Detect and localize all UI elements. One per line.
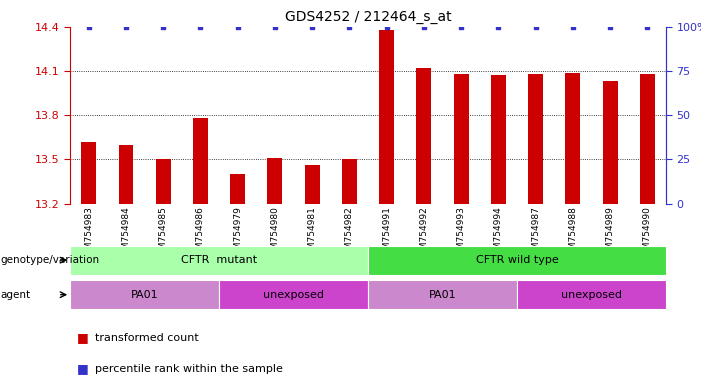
Bar (70, 246, 368, 275)
Text: CFTR wild type: CFTR wild type (475, 255, 559, 265)
Point (530, 24, 541, 30)
Point (641, 24, 653, 30)
Text: ■: ■ (77, 331, 89, 344)
Point (604, 24, 615, 30)
Bar (416, 68, 431, 204)
Bar (379, 30, 394, 204)
Point (83, 24, 95, 30)
Text: percentile rank within the sample: percentile rank within the sample (95, 364, 283, 374)
Point (158, 24, 169, 30)
Bar (268, 158, 283, 204)
Bar (305, 165, 320, 204)
Point (493, 24, 504, 30)
Point (232, 24, 243, 30)
Bar (517, 280, 666, 309)
Text: agent: agent (1, 290, 31, 300)
Bar (342, 159, 357, 204)
Bar (566, 73, 580, 204)
Text: PA01: PA01 (131, 290, 158, 300)
Point (121, 24, 132, 30)
Bar (70, 280, 219, 309)
Text: genotype/variation: genotype/variation (1, 255, 100, 265)
Bar (528, 74, 543, 204)
Title: GDS4252 / 212464_s_at: GDS4252 / 212464_s_at (285, 10, 451, 25)
Point (195, 24, 206, 30)
Bar (368, 246, 666, 275)
Bar (454, 74, 468, 204)
Text: unexposed: unexposed (263, 290, 324, 300)
Text: CFTR  mutant: CFTR mutant (181, 255, 257, 265)
Bar (368, 280, 517, 309)
Bar (156, 159, 170, 204)
Point (418, 24, 430, 30)
Bar (491, 76, 506, 204)
Point (343, 24, 355, 30)
Point (567, 24, 578, 30)
Bar (219, 280, 368, 309)
Point (269, 24, 280, 30)
Text: ■: ■ (77, 362, 89, 375)
Bar (193, 118, 208, 204)
Point (306, 24, 318, 30)
Text: unexposed: unexposed (561, 290, 622, 300)
Bar (118, 145, 133, 204)
Text: transformed count: transformed count (95, 333, 198, 343)
Bar (230, 174, 245, 204)
Bar (81, 142, 96, 204)
Text: PA01: PA01 (429, 290, 456, 300)
Bar (603, 81, 618, 204)
Point (381, 24, 393, 30)
Point (456, 24, 467, 30)
Bar (640, 74, 655, 204)
